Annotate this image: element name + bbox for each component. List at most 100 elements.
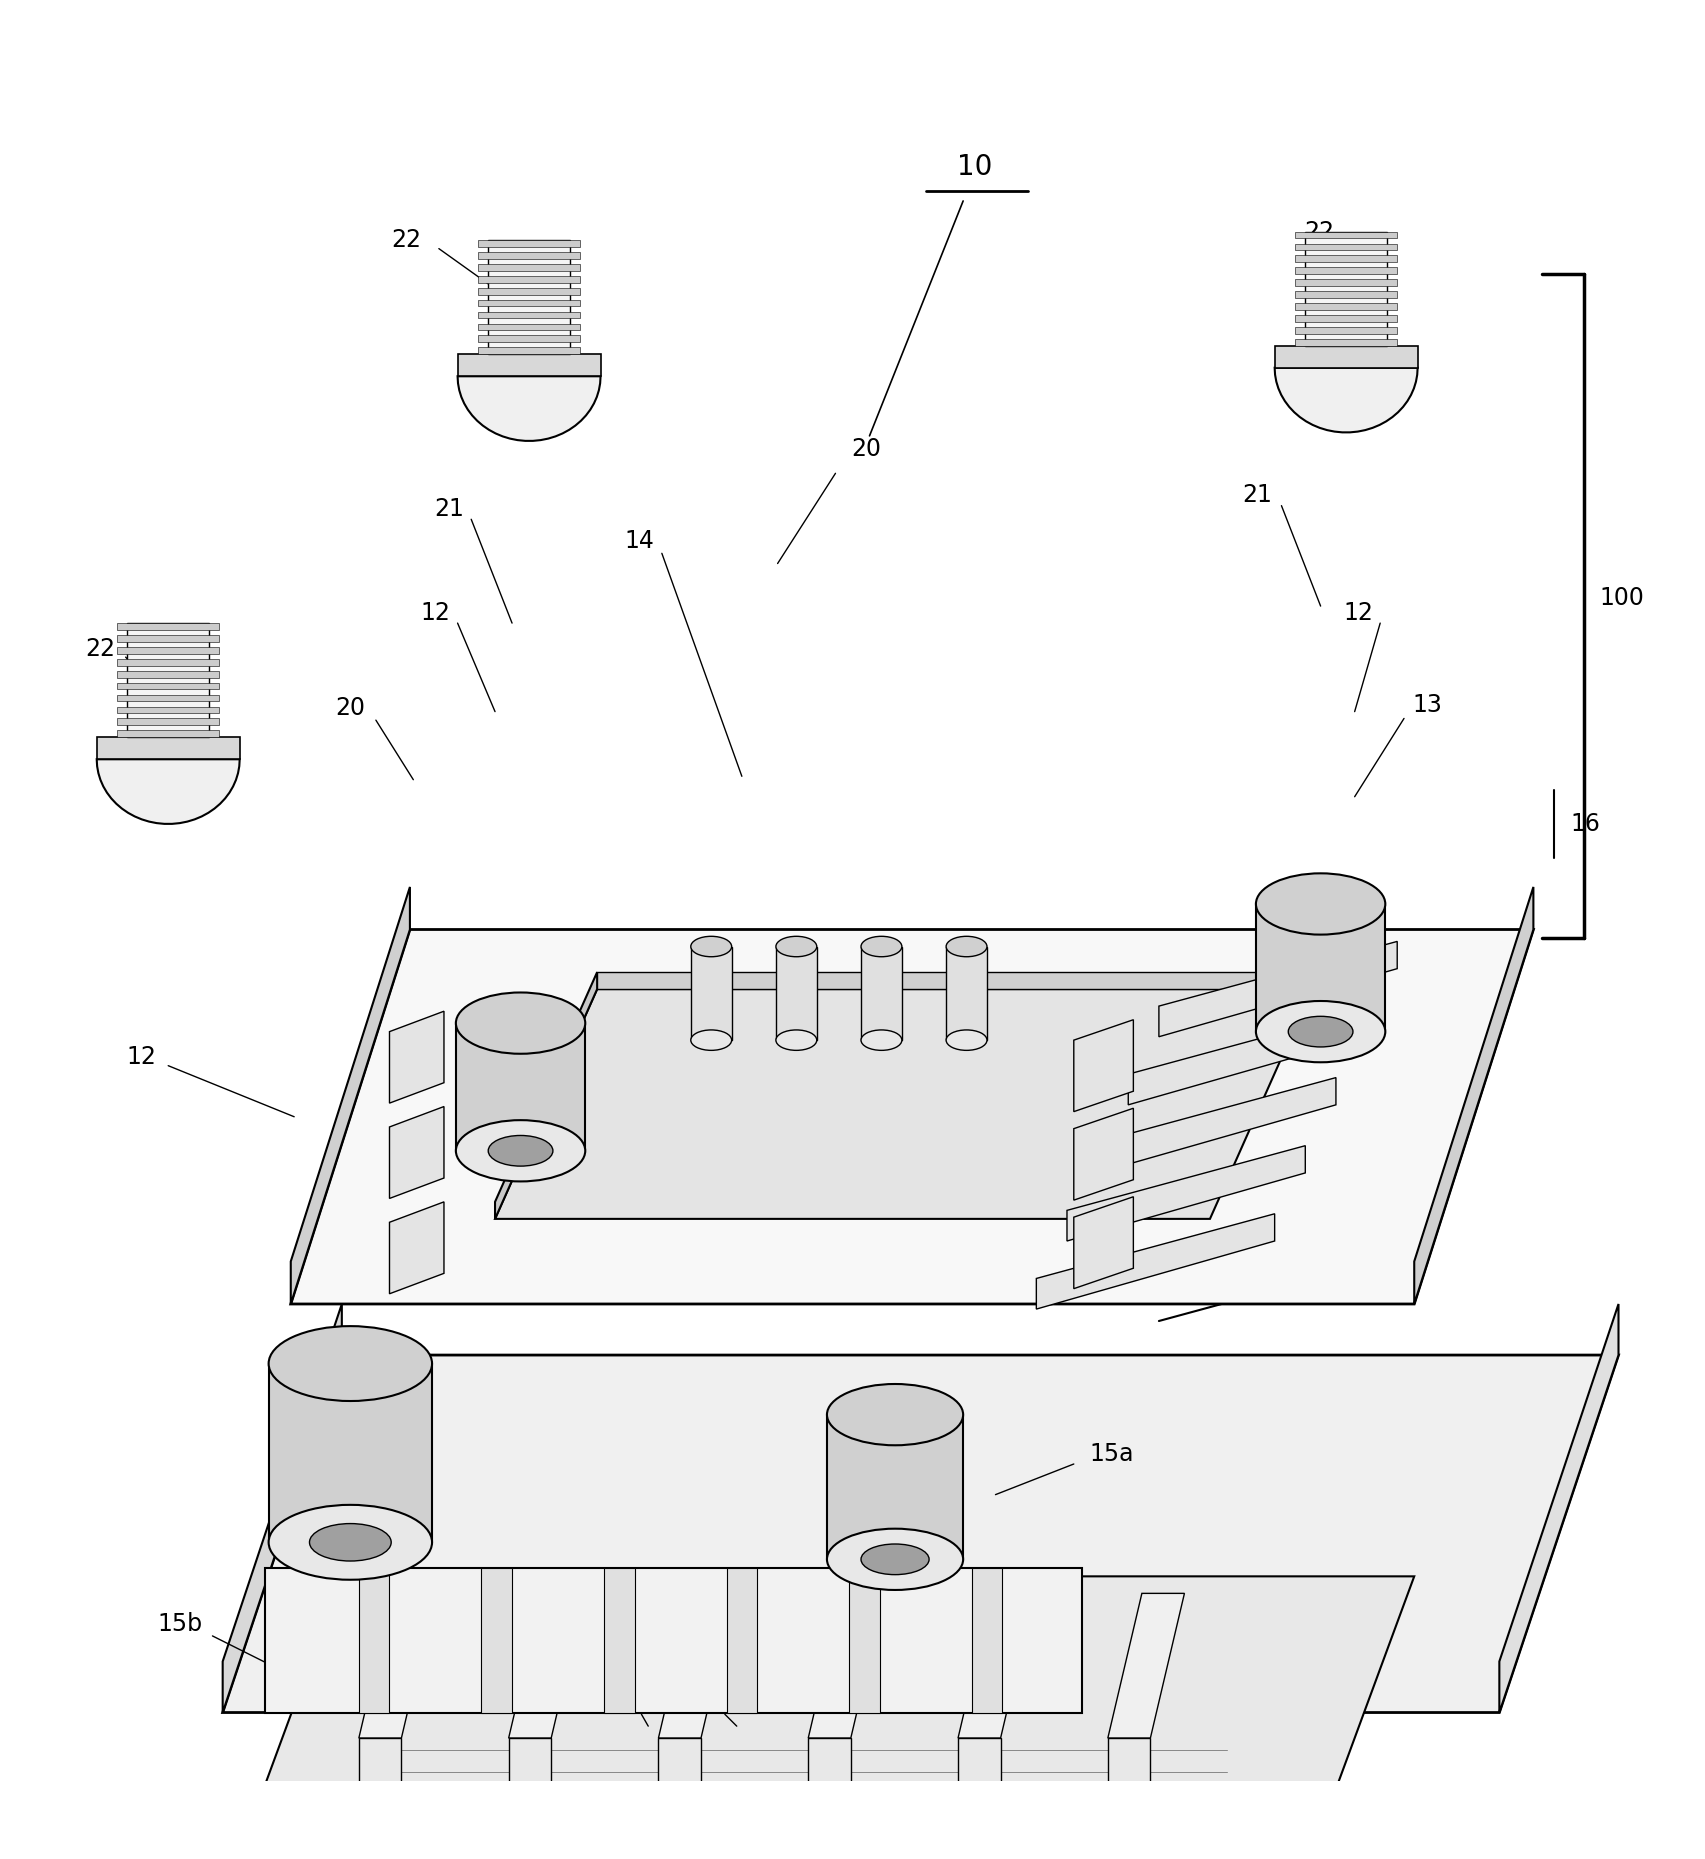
Polygon shape — [97, 738, 240, 758]
Polygon shape — [118, 658, 220, 666]
Ellipse shape — [861, 1545, 929, 1575]
Text: 14: 14 — [624, 530, 655, 554]
Polygon shape — [223, 1303, 341, 1712]
Text: 20: 20 — [307, 1619, 336, 1643]
Ellipse shape — [455, 1121, 585, 1182]
Ellipse shape — [269, 1504, 431, 1580]
Polygon shape — [808, 1593, 885, 1738]
Polygon shape — [1108, 1738, 1151, 1859]
Polygon shape — [808, 1738, 851, 1859]
Polygon shape — [1074, 1108, 1134, 1201]
Ellipse shape — [455, 993, 585, 1054]
Polygon shape — [389, 1106, 443, 1199]
Polygon shape — [958, 1593, 1035, 1738]
Polygon shape — [455, 1022, 585, 1151]
Ellipse shape — [1289, 1017, 1354, 1047]
Ellipse shape — [691, 937, 731, 957]
Text: 20: 20 — [336, 697, 365, 719]
Ellipse shape — [691, 1030, 731, 1050]
Polygon shape — [118, 706, 220, 714]
Polygon shape — [457, 355, 600, 376]
Text: 12: 12 — [1344, 600, 1373, 625]
Polygon shape — [118, 718, 220, 725]
Polygon shape — [477, 275, 580, 283]
Text: 21: 21 — [435, 496, 464, 521]
Ellipse shape — [776, 937, 817, 957]
Polygon shape — [477, 335, 580, 342]
Text: 17: 17 — [697, 1692, 728, 1716]
Text: 12: 12 — [421, 600, 450, 625]
Polygon shape — [1306, 232, 1386, 346]
Polygon shape — [1067, 1145, 1306, 1242]
Ellipse shape — [946, 1030, 987, 1050]
Polygon shape — [118, 623, 220, 630]
Polygon shape — [1499, 1303, 1618, 1712]
Ellipse shape — [488, 1136, 552, 1166]
Polygon shape — [488, 240, 569, 355]
Ellipse shape — [946, 937, 987, 957]
Polygon shape — [1296, 303, 1396, 310]
Polygon shape — [597, 972, 1313, 989]
Text: 20: 20 — [851, 437, 881, 461]
Polygon shape — [1098, 1078, 1337, 1173]
Polygon shape — [266, 1567, 1083, 1712]
Polygon shape — [358, 1738, 401, 1859]
Text: 18: 18 — [762, 1655, 793, 1679]
Polygon shape — [477, 299, 580, 307]
Polygon shape — [481, 1567, 512, 1712]
Polygon shape — [292, 930, 1533, 1303]
Text: 19: 19 — [529, 1658, 558, 1682]
Polygon shape — [118, 731, 220, 738]
Polygon shape — [1257, 903, 1384, 1032]
Polygon shape — [118, 671, 220, 677]
Text: 11: 11 — [1243, 1272, 1272, 1296]
Polygon shape — [508, 1738, 551, 1859]
Polygon shape — [658, 1738, 701, 1859]
Ellipse shape — [269, 1325, 431, 1402]
Polygon shape — [477, 312, 580, 318]
Polygon shape — [358, 1593, 435, 1738]
Polygon shape — [776, 946, 817, 1041]
Polygon shape — [457, 376, 600, 441]
Polygon shape — [118, 695, 220, 701]
Polygon shape — [118, 682, 220, 690]
Polygon shape — [604, 1567, 634, 1712]
Text: 15b: 15b — [561, 1666, 605, 1690]
Polygon shape — [223, 1355, 1618, 1712]
Text: 13: 13 — [1413, 693, 1442, 718]
Polygon shape — [1296, 338, 1396, 346]
Text: 20: 20 — [1178, 978, 1207, 1002]
Polygon shape — [477, 240, 580, 247]
Ellipse shape — [861, 1030, 902, 1050]
Polygon shape — [292, 887, 409, 1303]
Polygon shape — [118, 647, 220, 654]
Polygon shape — [849, 1567, 880, 1712]
Ellipse shape — [827, 1383, 963, 1444]
Polygon shape — [1108, 1593, 1185, 1738]
Text: 10: 10 — [958, 152, 992, 180]
Ellipse shape — [1257, 874, 1384, 935]
Ellipse shape — [310, 1524, 390, 1562]
Polygon shape — [118, 636, 220, 641]
Text: 12: 12 — [126, 1045, 155, 1069]
Polygon shape — [1296, 327, 1396, 335]
Polygon shape — [1296, 244, 1396, 251]
Text: 22: 22 — [392, 229, 421, 253]
Polygon shape — [477, 264, 580, 271]
Polygon shape — [1275, 346, 1417, 368]
Text: 17: 17 — [616, 1692, 646, 1716]
Polygon shape — [223, 1576, 1413, 1859]
Polygon shape — [1159, 941, 1396, 1037]
Polygon shape — [1296, 292, 1396, 297]
Polygon shape — [1296, 255, 1396, 262]
Polygon shape — [1296, 314, 1396, 322]
Polygon shape — [691, 946, 731, 1041]
Polygon shape — [946, 946, 987, 1041]
Polygon shape — [128, 623, 210, 738]
Ellipse shape — [827, 1528, 963, 1589]
Polygon shape — [494, 972, 597, 1220]
Polygon shape — [269, 1363, 431, 1543]
Text: 15a: 15a — [1089, 1443, 1134, 1465]
Polygon shape — [477, 348, 580, 355]
Text: 15b: 15b — [157, 1612, 203, 1636]
